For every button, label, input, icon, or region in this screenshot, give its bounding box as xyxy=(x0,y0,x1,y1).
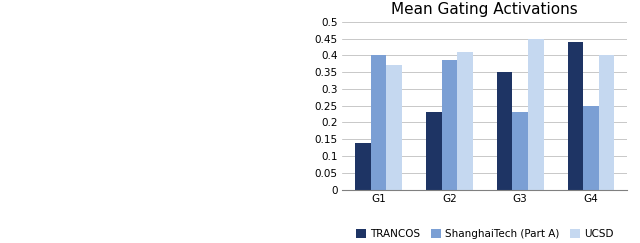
Bar xyxy=(387,65,402,190)
Bar xyxy=(371,55,387,190)
Bar xyxy=(583,106,598,190)
Bar xyxy=(528,39,543,190)
Bar xyxy=(442,61,457,190)
Title: Mean Gating Activations: Mean Gating Activations xyxy=(392,1,578,17)
Bar xyxy=(513,113,528,190)
Bar xyxy=(568,42,583,190)
Bar xyxy=(355,143,371,190)
Bar xyxy=(426,113,442,190)
Legend: TRANCOS, ShanghaiTech (Part A), UCSD: TRANCOS, ShanghaiTech (Part A), UCSD xyxy=(351,225,618,243)
Bar xyxy=(598,55,614,190)
Bar xyxy=(497,72,513,190)
Bar xyxy=(457,52,473,190)
